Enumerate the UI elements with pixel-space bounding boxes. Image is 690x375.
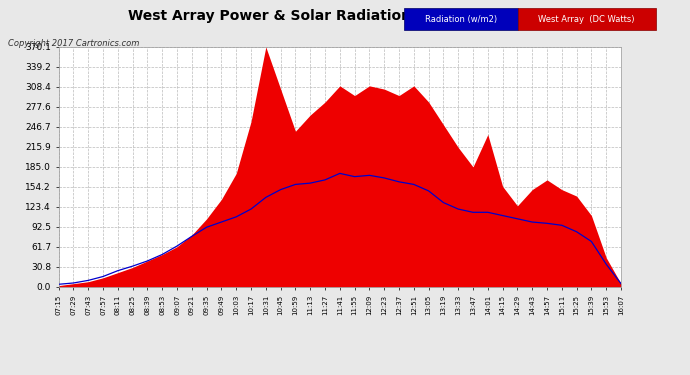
- Text: Copyright 2017 Cartronics.com: Copyright 2017 Cartronics.com: [8, 39, 139, 48]
- Text: West Array  (DC Watts): West Array (DC Watts): [538, 15, 635, 24]
- Text: West Array Power & Solar Radiation  Wed Dec 20 16:17: West Array Power & Solar Radiation Wed D…: [128, 9, 562, 23]
- Text: Radiation (w/m2): Radiation (w/m2): [424, 15, 497, 24]
